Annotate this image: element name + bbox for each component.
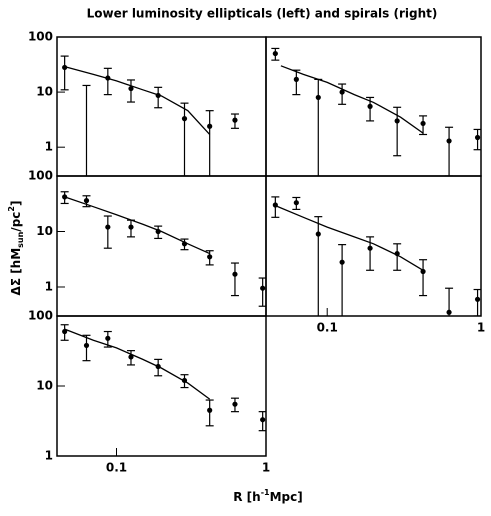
y-tick-label: 10 [36,379,53,393]
y-label-part: /pc [9,212,23,232]
data-point [272,202,278,208]
x-tick-label: 1 [262,461,270,475]
y-tick-label: 10 [36,224,53,238]
y-tick-label: 100 [28,309,53,323]
data-point [232,401,238,407]
y-label-part: ΔΣ [hM [9,248,23,296]
data-point [315,94,321,101]
model-line [280,65,424,134]
y-label-sub: sun [16,231,25,247]
model-line [64,196,210,255]
data-point [181,377,188,384]
model-line [64,328,211,400]
panel [271,196,481,316]
panel [60,324,266,432]
data-point [293,76,299,82]
model-line [273,204,424,271]
panel [271,47,481,176]
data-point [155,92,161,99]
x-tick-label: 0.1 [317,321,338,335]
data-point [207,254,213,260]
data-point [446,138,452,144]
data-point [446,309,452,315]
data-point [207,407,213,413]
data-point [420,268,426,275]
data-point [420,120,426,127]
panel-frame [56,315,267,457]
data-point [62,328,68,335]
data-point [181,116,188,122]
data-point [83,342,90,349]
data-point [272,50,278,57]
figure-title: Lower luminosity ellipticals (left) and … [87,7,438,21]
data-point [155,363,161,370]
data-point [367,245,373,251]
x-tick-label: 0.1 [106,461,127,475]
y-label-sup: 2 [7,206,16,212]
panel [60,55,239,188]
data-point [474,134,481,141]
data-point [84,183,89,188]
data-point [62,194,68,200]
data-point [128,224,134,230]
data-point [207,123,213,129]
data-point [474,296,481,302]
x-tick-label: 1 [477,321,485,335]
data-point [394,250,400,257]
panel [60,191,266,307]
data-point [232,117,238,123]
panel-frame [56,36,267,177]
data-point [105,224,111,230]
y-tick-label: 10 [36,85,53,99]
data-point [394,118,400,124]
data-point [105,335,111,341]
data-point [367,103,373,110]
data-point [315,231,321,237]
data-point [128,85,134,92]
data-point [339,89,345,95]
y-label-part: ] [9,201,23,206]
data-point [181,241,188,247]
data-point [62,64,68,71]
model-line [64,65,211,135]
y-tick-label: 1 [45,279,53,293]
data-point [128,354,134,360]
data-point [260,285,266,291]
y-tick-label: 1 [45,449,53,463]
data-point [293,200,299,206]
data-point [232,271,238,277]
x-label-part: Mpc] [270,490,303,504]
y-tick-label: 100 [28,30,53,44]
x-axis-label: R [h-1Mpc] [233,488,302,504]
data-point [155,228,161,235]
x-label-part: R [h [233,490,260,504]
data-point [83,198,90,204]
data-point [105,75,111,81]
panel-frame [265,175,482,317]
y-axis-label: ΔΣ [hMsun/pc2] [7,201,25,296]
data-point [260,417,266,423]
y-tick-label: 1 [45,140,53,154]
data-point [339,259,345,265]
y-tick-label: 100 [28,169,53,183]
x-label-sup: -1 [261,488,270,497]
